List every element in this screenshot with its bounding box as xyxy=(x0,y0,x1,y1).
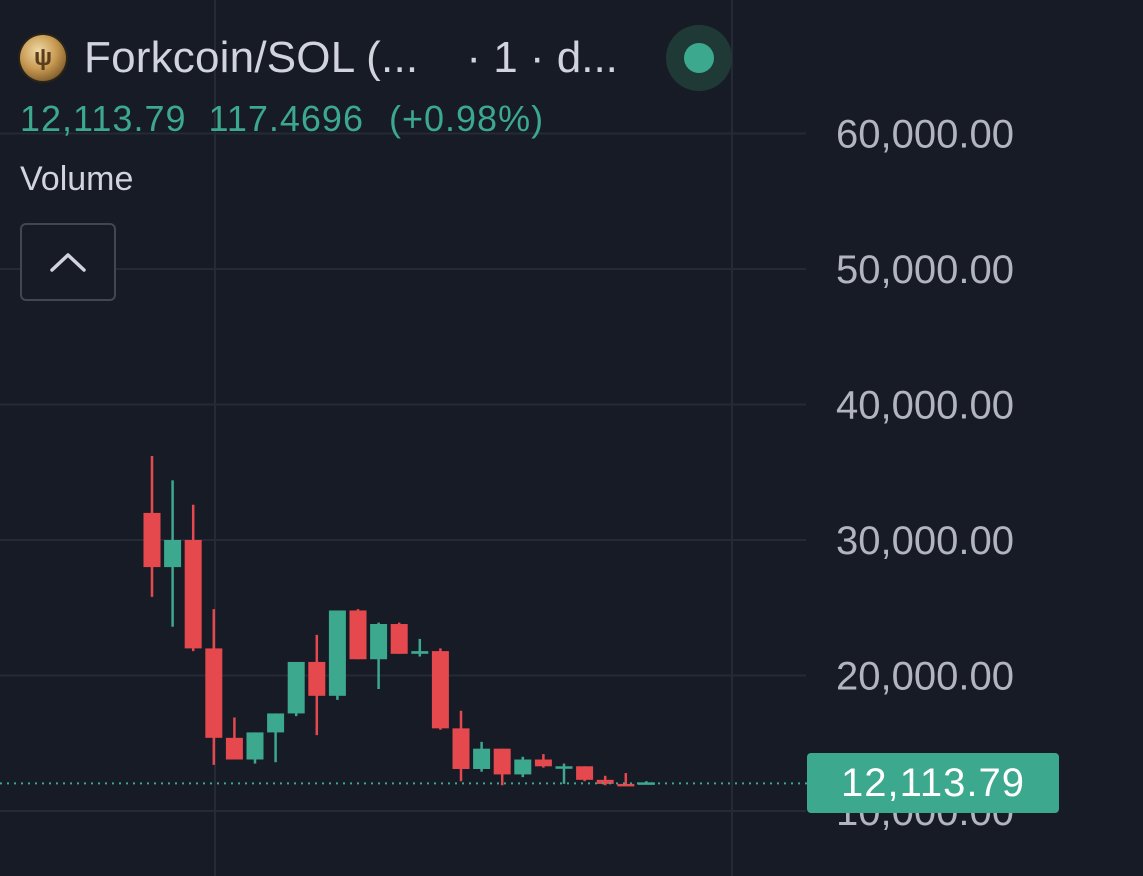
candle xyxy=(225,717,243,760)
volume-indicator-label[interactable]: Volume xyxy=(20,160,134,198)
candle-body xyxy=(308,661,326,696)
price-tick-label: 20,000.00 xyxy=(836,655,1014,699)
candle xyxy=(555,763,573,784)
interval-label[interactable]: · 1 · d... xyxy=(466,33,618,82)
price-tick-label: 30,000.00 xyxy=(836,519,1014,563)
fork-coin-icon: ψ xyxy=(20,35,66,81)
candle-body xyxy=(473,748,491,769)
chevron-up-icon xyxy=(50,253,86,272)
candle-body xyxy=(164,540,182,568)
price-tick-label: 50,000.00 xyxy=(836,248,1014,292)
candle-body xyxy=(493,748,511,775)
candle-body xyxy=(184,540,202,649)
candle xyxy=(328,610,346,700)
candle xyxy=(473,741,491,772)
candle-body xyxy=(411,651,429,654)
candle xyxy=(164,480,182,627)
chart-legend: ψ Forkcoin/SOL (... · 1 · d... 12,113.79… xyxy=(20,25,732,301)
symbol-header: ψ Forkcoin/SOL (... · 1 · d... xyxy=(20,25,732,91)
candle-body xyxy=(246,732,264,760)
market-open-dot-icon xyxy=(683,43,714,73)
change-percent: (+0.98%) xyxy=(388,98,545,139)
candle xyxy=(617,773,635,787)
candle xyxy=(370,622,388,690)
candle xyxy=(493,748,511,786)
candle-body xyxy=(514,759,532,775)
candle-body xyxy=(555,766,573,769)
candle xyxy=(308,634,326,736)
collapse-indicators-button[interactable] xyxy=(20,223,116,301)
price-tick-label: 60,000.00 xyxy=(836,113,1014,157)
candle-body xyxy=(390,624,408,654)
candle xyxy=(411,638,429,657)
candles xyxy=(143,455,655,787)
price-tick-label: 40,000.00 xyxy=(836,384,1014,428)
candle xyxy=(349,609,367,660)
candle-body xyxy=(596,779,614,784)
ohlc-values: 12,113.79 117.4696 (+0.98%) xyxy=(20,98,732,140)
candle xyxy=(576,766,594,782)
candle xyxy=(514,756,532,778)
candle xyxy=(390,622,408,654)
candle xyxy=(287,661,305,717)
candle xyxy=(431,648,449,730)
candle xyxy=(596,775,614,786)
change-value: 117.4696 xyxy=(208,98,364,139)
candle-body xyxy=(637,782,655,785)
candle-body xyxy=(328,610,346,696)
candle-body xyxy=(205,648,223,738)
candle xyxy=(452,710,470,782)
candle xyxy=(184,504,202,652)
candle xyxy=(267,713,285,763)
candle-body xyxy=(370,624,388,660)
candle-body xyxy=(143,512,161,568)
candle xyxy=(246,732,264,764)
candle xyxy=(534,754,552,768)
candle-body xyxy=(576,766,594,780)
candle xyxy=(637,781,655,785)
candle-body xyxy=(431,651,449,729)
price-axis[interactable]: 10,000.0020,000.0030,000.0040,000.0050,0… xyxy=(836,113,1014,835)
candle-body xyxy=(287,661,305,714)
candle xyxy=(143,455,161,597)
candle-body xyxy=(452,728,470,769)
candle-body xyxy=(267,713,285,733)
candle-body xyxy=(534,759,552,767)
candle-body xyxy=(349,610,367,660)
market-status-indicator[interactable] xyxy=(665,25,732,91)
candle-body xyxy=(617,783,635,787)
last-price-tag: 12,113.79 xyxy=(807,753,1059,813)
candle-body xyxy=(225,737,243,760)
candle xyxy=(205,609,223,765)
close-value: 12,113.79 xyxy=(20,98,187,139)
symbol-title[interactable]: Forkcoin/SOL (... xyxy=(84,33,419,82)
grid xyxy=(0,0,806,876)
